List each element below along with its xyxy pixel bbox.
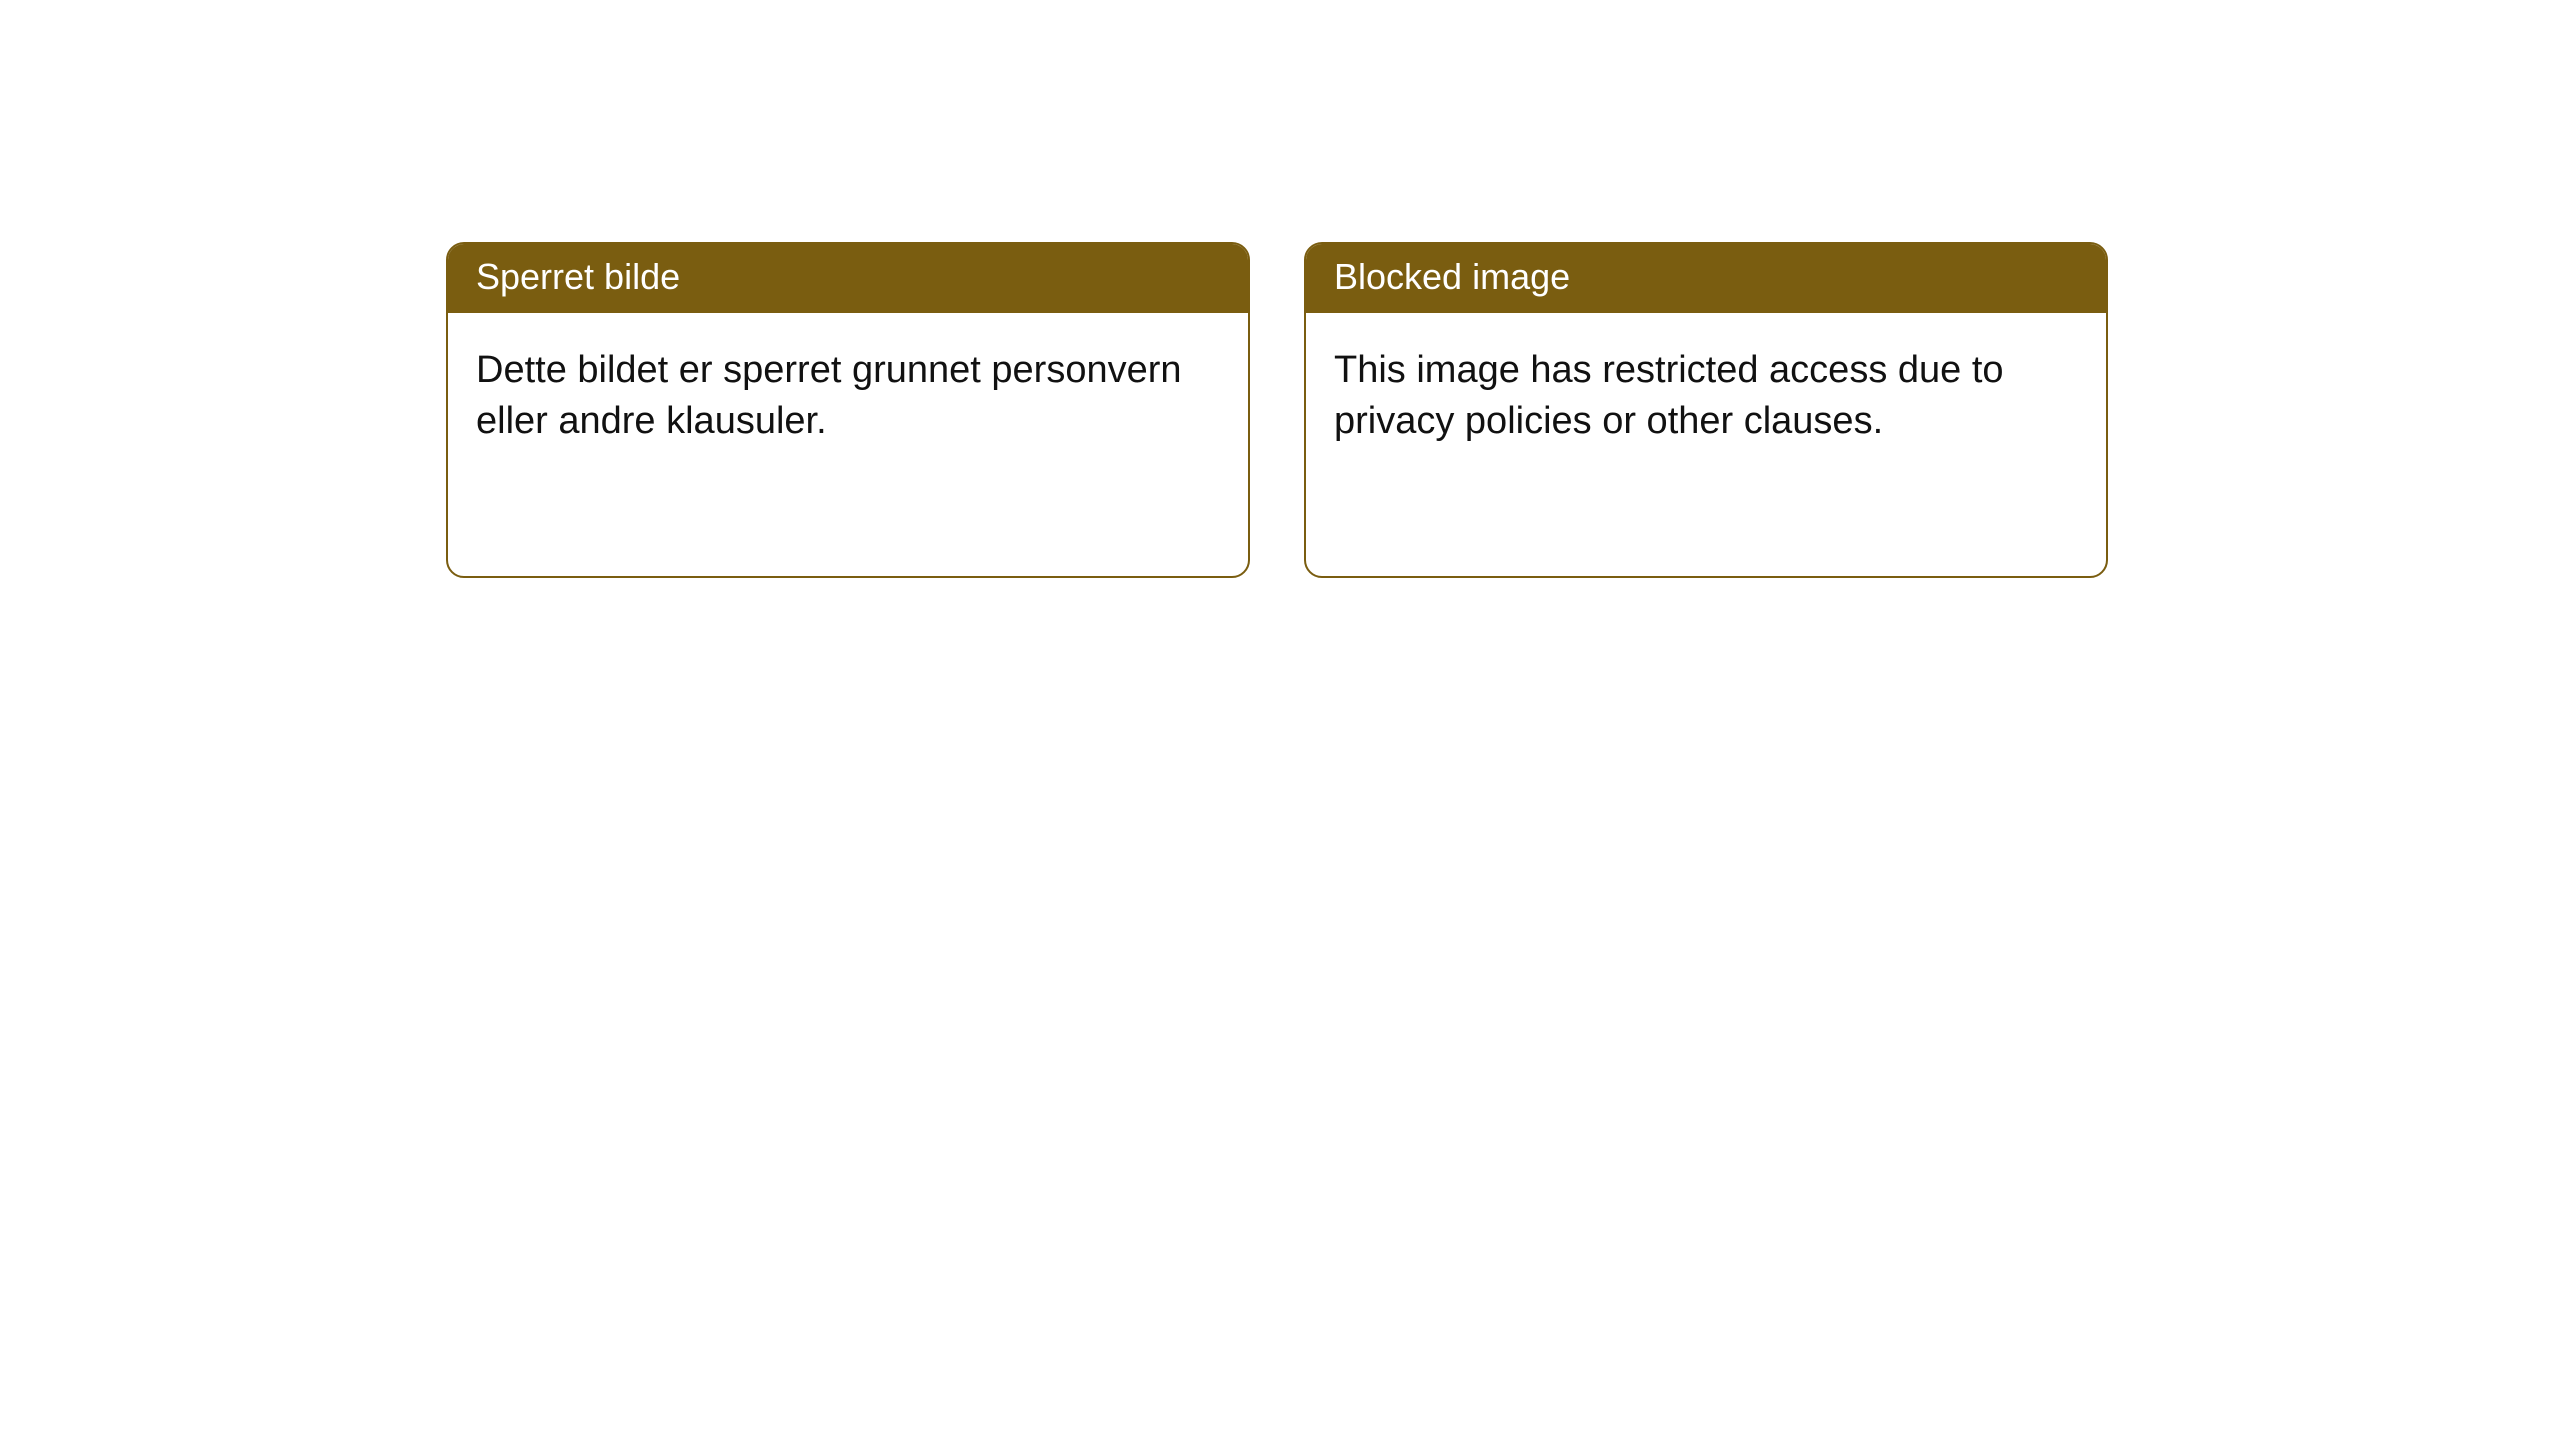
notice-title-english: Blocked image xyxy=(1306,244,2106,313)
notice-container: Sperret bilde Dette bildet er sperret gr… xyxy=(0,0,2560,578)
notice-body-english: This image has restricted access due to … xyxy=(1306,313,2106,480)
notice-title-norwegian: Sperret bilde xyxy=(448,244,1248,313)
notice-card-english: Blocked image This image has restricted … xyxy=(1304,242,2108,578)
notice-body-norwegian: Dette bildet er sperret grunnet personve… xyxy=(448,313,1248,480)
notice-card-norwegian: Sperret bilde Dette bildet er sperret gr… xyxy=(446,242,1250,578)
